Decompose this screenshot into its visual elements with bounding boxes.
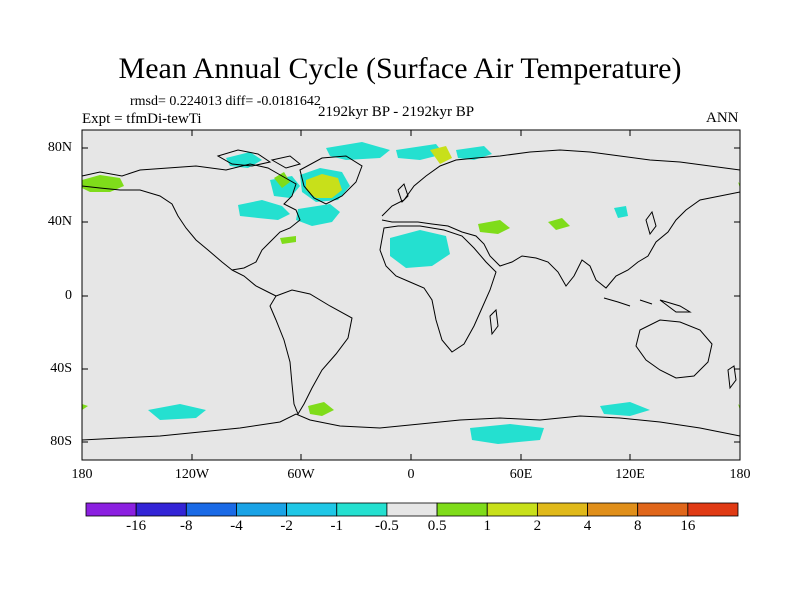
lon-label-120w: 120W	[174, 467, 210, 482]
colorbar-label-6: 0.5	[427, 518, 447, 534]
patch-north-atlantic	[296, 204, 340, 226]
lon-label-180e: 180	[729, 467, 751, 482]
coast-madagascar	[489, 308, 499, 336]
lat-label-80s: 80S	[50, 434, 72, 449]
lon-label-60w: 60W	[287, 467, 315, 482]
statistics-label: rmsd= 0.224013 diff= -0.0181642	[130, 94, 321, 109]
lon-label-180w: 180	[71, 467, 93, 482]
coast-greenland	[299, 155, 363, 205]
lon-label-0: 0	[407, 467, 415, 482]
colorbar-swatch-10	[587, 502, 639, 517]
lon-label-60e: 60E	[509, 467, 533, 482]
coastlines	[81, 149, 741, 441]
coast-eurasia	[381, 149, 741, 217]
patch-caspian	[478, 220, 510, 234]
patch-scandinavia	[430, 146, 452, 164]
colorbar-swatch-0	[85, 502, 137, 517]
lat-label-80n: 80N	[47, 140, 72, 155]
colorbar-label-4: -1	[330, 518, 344, 534]
patch-antarctic-east	[470, 424, 544, 444]
colorbar-label-3: -2	[280, 518, 293, 534]
patch-north-america-east	[238, 200, 290, 220]
colorbar-swatch-2	[185, 502, 237, 517]
colorbar-swatch-7	[436, 502, 488, 517]
patch-arctic-a	[326, 142, 390, 160]
colorbar-label-11: 16	[680, 518, 696, 534]
coast-south-america	[269, 289, 353, 416]
colorbar-label-1: -8	[180, 518, 193, 534]
coast-africa	[379, 225, 497, 353]
colorbar-label-9: 4	[583, 518, 592, 534]
colorbar	[85, 502, 739, 517]
patch-southern-indian	[600, 402, 650, 416]
colorbar-swatch-12	[687, 502, 739, 517]
coast-central-america	[231, 269, 277, 297]
patch-arctic-b	[396, 144, 444, 160]
period-label: 2192kyr BP - 2192kyr BP	[318, 104, 475, 120]
colorbar-label-10: 8	[633, 518, 642, 534]
colorbar-label-0: -16	[126, 518, 147, 534]
experiment-label: Expt = tfmDi-tewTi	[82, 111, 202, 127]
colorbar-swatch-6	[386, 502, 438, 517]
lat-label-40n: 40N	[47, 214, 72, 229]
patch-greenland-core	[306, 174, 342, 198]
lon-label-120e: 120E	[615, 467, 645, 482]
patch-antarctic-peninsula	[308, 402, 334, 416]
figure-title: Mean Annual Cycle (Surface Air Temperatu…	[118, 52, 682, 85]
coast-indonesia	[603, 297, 692, 313]
coast-new-zealand	[727, 365, 737, 390]
axis-ticks	[81, 130, 741, 460]
anomaly-patches	[82, 142, 740, 444]
colorbar-label-5: -0.5	[375, 518, 399, 534]
patch-east-asia	[614, 206, 628, 218]
colorbar-swatch-4	[286, 502, 338, 517]
coast-japan	[645, 210, 657, 236]
colorbar-swatch-9	[536, 502, 588, 517]
coast-britain	[397, 183, 409, 203]
lat-label-0: 0	[65, 288, 72, 303]
colorbar-label-8: 2	[533, 518, 542, 534]
coast-asia-south	[381, 191, 741, 289]
patch-west-edge	[82, 404, 88, 410]
patch-canada-arctic	[274, 172, 290, 188]
coast-arctic-islands	[216, 149, 302, 169]
patch-southern-pacific	[148, 404, 206, 420]
patch-sahara	[390, 230, 450, 268]
coast-north-america	[81, 163, 301, 271]
patch-tibet	[548, 218, 570, 230]
coast-antarctica	[81, 413, 741, 441]
coast-australia	[635, 319, 713, 379]
colorbar-swatch-5	[336, 502, 388, 517]
season-label: ANN	[706, 110, 739, 126]
colorbar-swatch-11	[637, 502, 689, 517]
patch-alaska	[82, 175, 124, 192]
patch-arctic-c	[456, 146, 492, 160]
colorbar-swatch-3	[236, 502, 288, 517]
colorbar-label-2: -4	[230, 518, 243, 534]
patch-atlantic-small	[280, 236, 296, 244]
colorbar-swatch-1	[135, 502, 187, 517]
lat-label-40s: 40S	[50, 361, 72, 376]
colorbar-label-7: 1	[483, 518, 491, 534]
colorbar-swatch-8	[486, 502, 538, 517]
